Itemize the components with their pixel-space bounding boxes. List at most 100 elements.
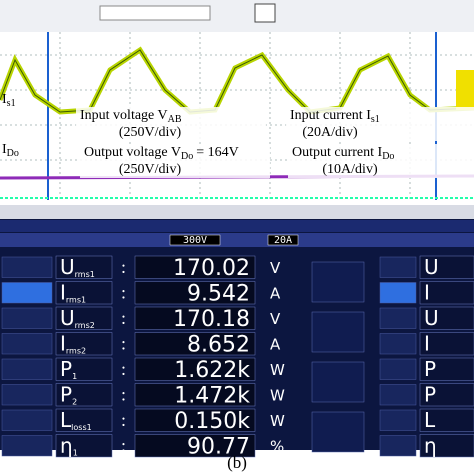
unit: W (270, 387, 285, 405)
symbol-box (55, 332, 113, 356)
label-main: I (2, 92, 7, 107)
value: 0.150k (174, 409, 250, 434)
annotation: Input current Is1 (290, 108, 380, 125)
value: 170.02 (173, 256, 250, 281)
right-symbol-box (419, 408, 474, 432)
symbol: Urms1 (60, 255, 95, 279)
separator: : (121, 334, 126, 354)
symbol-main: η (60, 434, 73, 458)
right-symbol-box (419, 255, 474, 279)
unit: W (270, 412, 285, 430)
symbol-box (55, 357, 113, 381)
side-button (1, 333, 53, 355)
symbol-box (55, 306, 113, 330)
annotation-text: Input voltage V (80, 108, 168, 123)
side-button (1, 282, 53, 304)
symbol: P1 (60, 357, 77, 381)
value-box (134, 383, 256, 407)
analyzer-range-bar (0, 233, 474, 247)
range-current: 20A (274, 235, 292, 246)
annotation: Output current IDo (292, 145, 394, 162)
channel-label: IDo (2, 142, 19, 159)
annotation-text: Input current I (290, 108, 371, 123)
input-voltage-waveform (0, 49, 474, 113)
right-symbol: I (424, 281, 430, 305)
annotation: Input voltage VAB (80, 108, 182, 125)
separator: : (121, 385, 126, 405)
symbol: Urms2 (60, 306, 95, 330)
right-symbol: P (424, 357, 436, 381)
right-symbol: η (424, 434, 437, 458)
right-side-button (379, 333, 417, 355)
right-symbol: U (424, 255, 439, 279)
separator: : (121, 257, 126, 277)
annotation-bg (80, 144, 270, 178)
side-button (1, 409, 53, 431)
side-button (1, 307, 53, 329)
right-symbol-box (419, 332, 474, 356)
value-box (134, 281, 256, 305)
value: 170.18 (173, 307, 250, 332)
unit: V (270, 310, 281, 328)
right-symbol-box (419, 306, 474, 330)
symbol-box (55, 434, 113, 458)
separator: : (121, 436, 126, 456)
symbol-sub: rms2 (66, 347, 86, 356)
symbol-main: P (60, 383, 72, 407)
symbol-main: U (60, 306, 75, 330)
symbol: Lloss1 (60, 408, 92, 432)
right-side-button (379, 358, 417, 380)
unit: % (270, 438, 284, 456)
right-side-button (379, 256, 417, 278)
symbol-box (55, 255, 113, 279)
annotation-text: Output voltage V (84, 145, 181, 160)
label-main: I (2, 142, 7, 157)
symbol-main: I (60, 332, 66, 356)
annotation-scale: (250V/div) (119, 125, 182, 140)
symbol-box (55, 408, 113, 432)
caption: (b) (227, 453, 247, 472)
symbol-sub: rms2 (75, 321, 95, 330)
value-box (134, 357, 256, 381)
separator: : (121, 283, 126, 303)
value: 9.542 (187, 282, 250, 307)
annotation-bg (286, 107, 474, 141)
annotation-sub: AB (168, 114, 182, 125)
value-box (134, 255, 256, 279)
symbol-sub: 1 (72, 372, 77, 381)
setting-box (311, 411, 365, 453)
separator: : (121, 308, 126, 328)
value-box (134, 306, 256, 330)
symbol-sub: rms1 (66, 296, 86, 305)
value-box (134, 408, 256, 432)
annotation-sub: Do (181, 151, 193, 162)
unit: V (270, 259, 281, 277)
unit: W (270, 361, 285, 379)
symbol-main: L (60, 408, 72, 432)
annotation-scale: (250V/div) (119, 162, 182, 177)
scope-icon (254, 3, 276, 23)
symbol-box (55, 281, 113, 305)
symbol: Irms2 (60, 332, 86, 356)
value-box (134, 434, 256, 458)
right-side-button (379, 282, 417, 304)
symbol-box (55, 383, 113, 407)
right-symbol: L (424, 408, 436, 432)
value: 90.77 (187, 435, 250, 460)
analyzer-status-bar (0, 205, 474, 219)
symbol-sub: loss1 (71, 423, 92, 432)
separator: : (121, 410, 126, 430)
annotation-text: Output current I (292, 145, 383, 160)
value-box (134, 332, 256, 356)
right-symbol-box (419, 383, 474, 407)
annotation-tail: = 164V (196, 145, 239, 160)
value: 8.652 (187, 333, 250, 358)
unit: A (270, 336, 281, 354)
symbol-main: P (60, 357, 72, 381)
label-sub: Do (7, 148, 19, 159)
annotation: Output voltage VDo = 164V (84, 145, 239, 162)
range-box (169, 234, 221, 246)
annotation-bg (288, 144, 474, 178)
symbol-main: U (60, 255, 75, 279)
